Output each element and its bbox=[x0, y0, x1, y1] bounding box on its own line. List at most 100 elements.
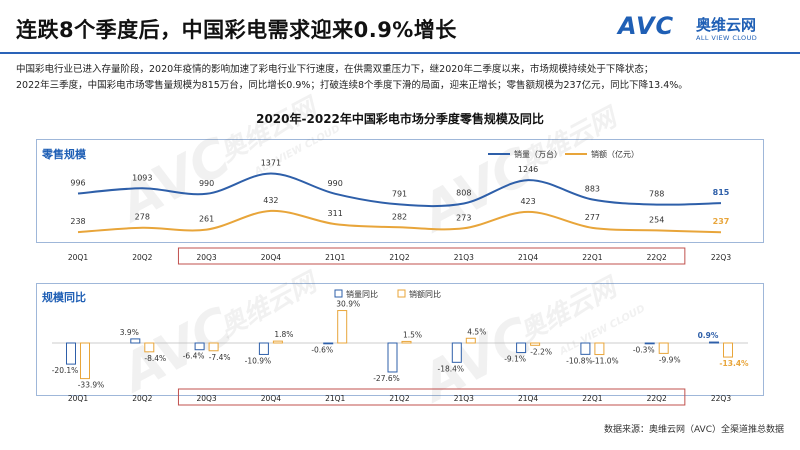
volume-yoy-label: -27.6% bbox=[373, 374, 400, 383]
description-line-1: 中国彩电行业已进入存量阶段，2020年疫情的影响加速了彩电行业下行速度，在供需双… bbox=[16, 64, 654, 75]
retail-highlight-box bbox=[177, 247, 686, 265]
volume-data-label: 990 bbox=[328, 179, 343, 188]
value-data-label: 282 bbox=[392, 212, 407, 221]
volume-yoy-bar bbox=[580, 342, 591, 355]
volume-yoy-bar bbox=[194, 342, 205, 351]
volume-yoy-label: -0.6% bbox=[311, 346, 333, 355]
value-data-label: 432 bbox=[263, 196, 278, 205]
volume-yoy-bar bbox=[66, 342, 76, 365]
value-yoy-bar bbox=[272, 340, 283, 344]
retail-x-tick: 20Q4 bbox=[261, 253, 281, 262]
growth-highlight-box bbox=[177, 388, 686, 406]
volume-yoy-label: -18.4% bbox=[438, 364, 465, 373]
growth-x-tick: 21Q4 bbox=[518, 394, 538, 403]
value-yoy-label: -7.4% bbox=[209, 353, 231, 362]
value-data-label: 423 bbox=[520, 197, 535, 206]
value-yoy-label: -11.0% bbox=[592, 357, 619, 366]
value-yoy-bar bbox=[465, 337, 476, 344]
retail-panel-title: 零售规模 bbox=[42, 148, 86, 161]
growth-x-tick: 20Q3 bbox=[196, 394, 216, 403]
value-data-label: 254 bbox=[649, 215, 664, 224]
value-yoy-bar bbox=[80, 342, 90, 380]
value-yoy-label: 1.5% bbox=[403, 330, 422, 339]
volume-data-label: 1093 bbox=[132, 173, 152, 182]
logo-wordmark: AVC bbox=[618, 12, 675, 40]
volume-data-label: 815 bbox=[713, 188, 730, 197]
retail-x-tick: 21Q3 bbox=[454, 253, 474, 262]
value-data-label: 277 bbox=[585, 213, 600, 222]
description: 中国彩电行业已进入存量阶段，2020年疫情的影响加速了彩电行业下行速度，在供需双… bbox=[16, 62, 786, 94]
avc-logo: AVC 奥维云网 ALL VIEW CLOUD bbox=[618, 12, 788, 46]
volume-yoy-bar bbox=[516, 342, 527, 354]
volume-data-label: 1371 bbox=[261, 158, 281, 167]
volume-yoy-bar bbox=[130, 338, 141, 344]
volume-data-label: 883 bbox=[585, 185, 600, 194]
volume-data-label: 791 bbox=[392, 189, 407, 198]
value-yoy-bar bbox=[658, 342, 669, 354]
value-data-label: 273 bbox=[456, 213, 471, 222]
legend-value-yoy-label: 销额同比 bbox=[409, 289, 441, 299]
growth-x-tick: 21Q1 bbox=[325, 394, 345, 403]
volume-yoy-bar bbox=[644, 342, 655, 345]
legend-value-yoy-swatch bbox=[397, 289, 406, 298]
value-data-label: 278 bbox=[135, 213, 150, 222]
volume-yoy-bar bbox=[387, 342, 398, 373]
volume-yoy-label: -10.9% bbox=[245, 356, 272, 365]
value-yoy-label: -8.4% bbox=[144, 354, 166, 363]
volume-data-label: 788 bbox=[649, 190, 664, 199]
value-data-label: 261 bbox=[199, 215, 214, 224]
retail-x-tick: 22Q2 bbox=[647, 253, 667, 262]
growth-x-tick: 20Q2 bbox=[132, 394, 152, 403]
growth-x-tick: 21Q3 bbox=[454, 394, 474, 403]
logo-english-name: ALL VIEW CLOUD bbox=[696, 34, 758, 42]
value-yoy-label: 4.5% bbox=[467, 327, 486, 336]
value-yoy-label: 1.8% bbox=[274, 330, 293, 339]
volume-yoy-label: -0.3% bbox=[633, 345, 655, 354]
volume-yoy-bar bbox=[709, 341, 719, 344]
legend-value-label: 销额（亿元） bbox=[591, 149, 639, 159]
volume-yoy-label: 0.9% bbox=[698, 331, 719, 340]
value-yoy-bar bbox=[144, 342, 155, 353]
growth-x-tick: 20Q1 bbox=[68, 394, 88, 403]
volume-yoy-label: -6.4% bbox=[183, 352, 205, 361]
growth-panel bbox=[36, 283, 764, 396]
volume-data-label: 1246 bbox=[518, 165, 538, 174]
volume-yoy-label: 3.9% bbox=[120, 328, 139, 337]
data-source: 数据来源：奥维云网（AVC）全渠道推总数据 bbox=[603, 425, 784, 435]
growth-panel-title: 规模同比 bbox=[42, 291, 86, 304]
retail-x-tick: 20Q1 bbox=[68, 253, 88, 262]
page-title: 连跌8个季度后，中国彩电需求迎来0.9%增长 bbox=[16, 18, 457, 42]
growth-x-tick: 22Q1 bbox=[582, 394, 602, 403]
retail-x-tick: 20Q3 bbox=[196, 253, 216, 262]
value-yoy-label: -2.2% bbox=[530, 347, 552, 356]
value-data-label: 311 bbox=[328, 209, 343, 218]
retail-panel bbox=[36, 139, 764, 243]
volume-yoy-label: -20.1% bbox=[52, 366, 79, 375]
retail-x-tick: 21Q1 bbox=[325, 253, 345, 262]
volume-data-label: 808 bbox=[456, 189, 471, 198]
volume-data-label: 996 bbox=[70, 178, 85, 187]
value-data-label: 238 bbox=[70, 217, 85, 226]
logo-chinese-name: 奥维云网 bbox=[696, 16, 757, 34]
volume-yoy-bar bbox=[258, 342, 269, 355]
value-yoy-label: 30.9% bbox=[336, 300, 360, 309]
value-yoy-label: -13.4% bbox=[719, 359, 749, 368]
retail-x-tick: 22Q3 bbox=[711, 253, 731, 262]
value-yoy-bar bbox=[337, 310, 348, 344]
retail-x-tick: 21Q4 bbox=[518, 253, 538, 262]
volume-data-label: 990 bbox=[199, 179, 214, 188]
value-line bbox=[77, 209, 722, 234]
value-yoy-bar bbox=[594, 342, 605, 356]
legend-volume-yoy-label: 销量同比 bbox=[346, 289, 378, 299]
growth-x-tick: 22Q3 bbox=[711, 394, 731, 403]
volume-yoy-label: -9.1% bbox=[504, 355, 526, 364]
retail-x-tick: 20Q2 bbox=[132, 253, 152, 262]
volume-line bbox=[77, 172, 722, 208]
value-yoy-label: -9.9% bbox=[659, 355, 681, 364]
chart-title: 2020年-2022年中国彩电市场分季度零售规模及同比 bbox=[256, 112, 544, 126]
legend-volume-label: 销量（万台） bbox=[514, 149, 562, 159]
description-line-2: 2022年三季度，中国彩电市场零售量规模为815万台，同比增长0.9%；打破连续… bbox=[16, 80, 688, 91]
volume-yoy-bar bbox=[323, 342, 334, 345]
retail-x-tick: 22Q1 bbox=[582, 253, 602, 262]
